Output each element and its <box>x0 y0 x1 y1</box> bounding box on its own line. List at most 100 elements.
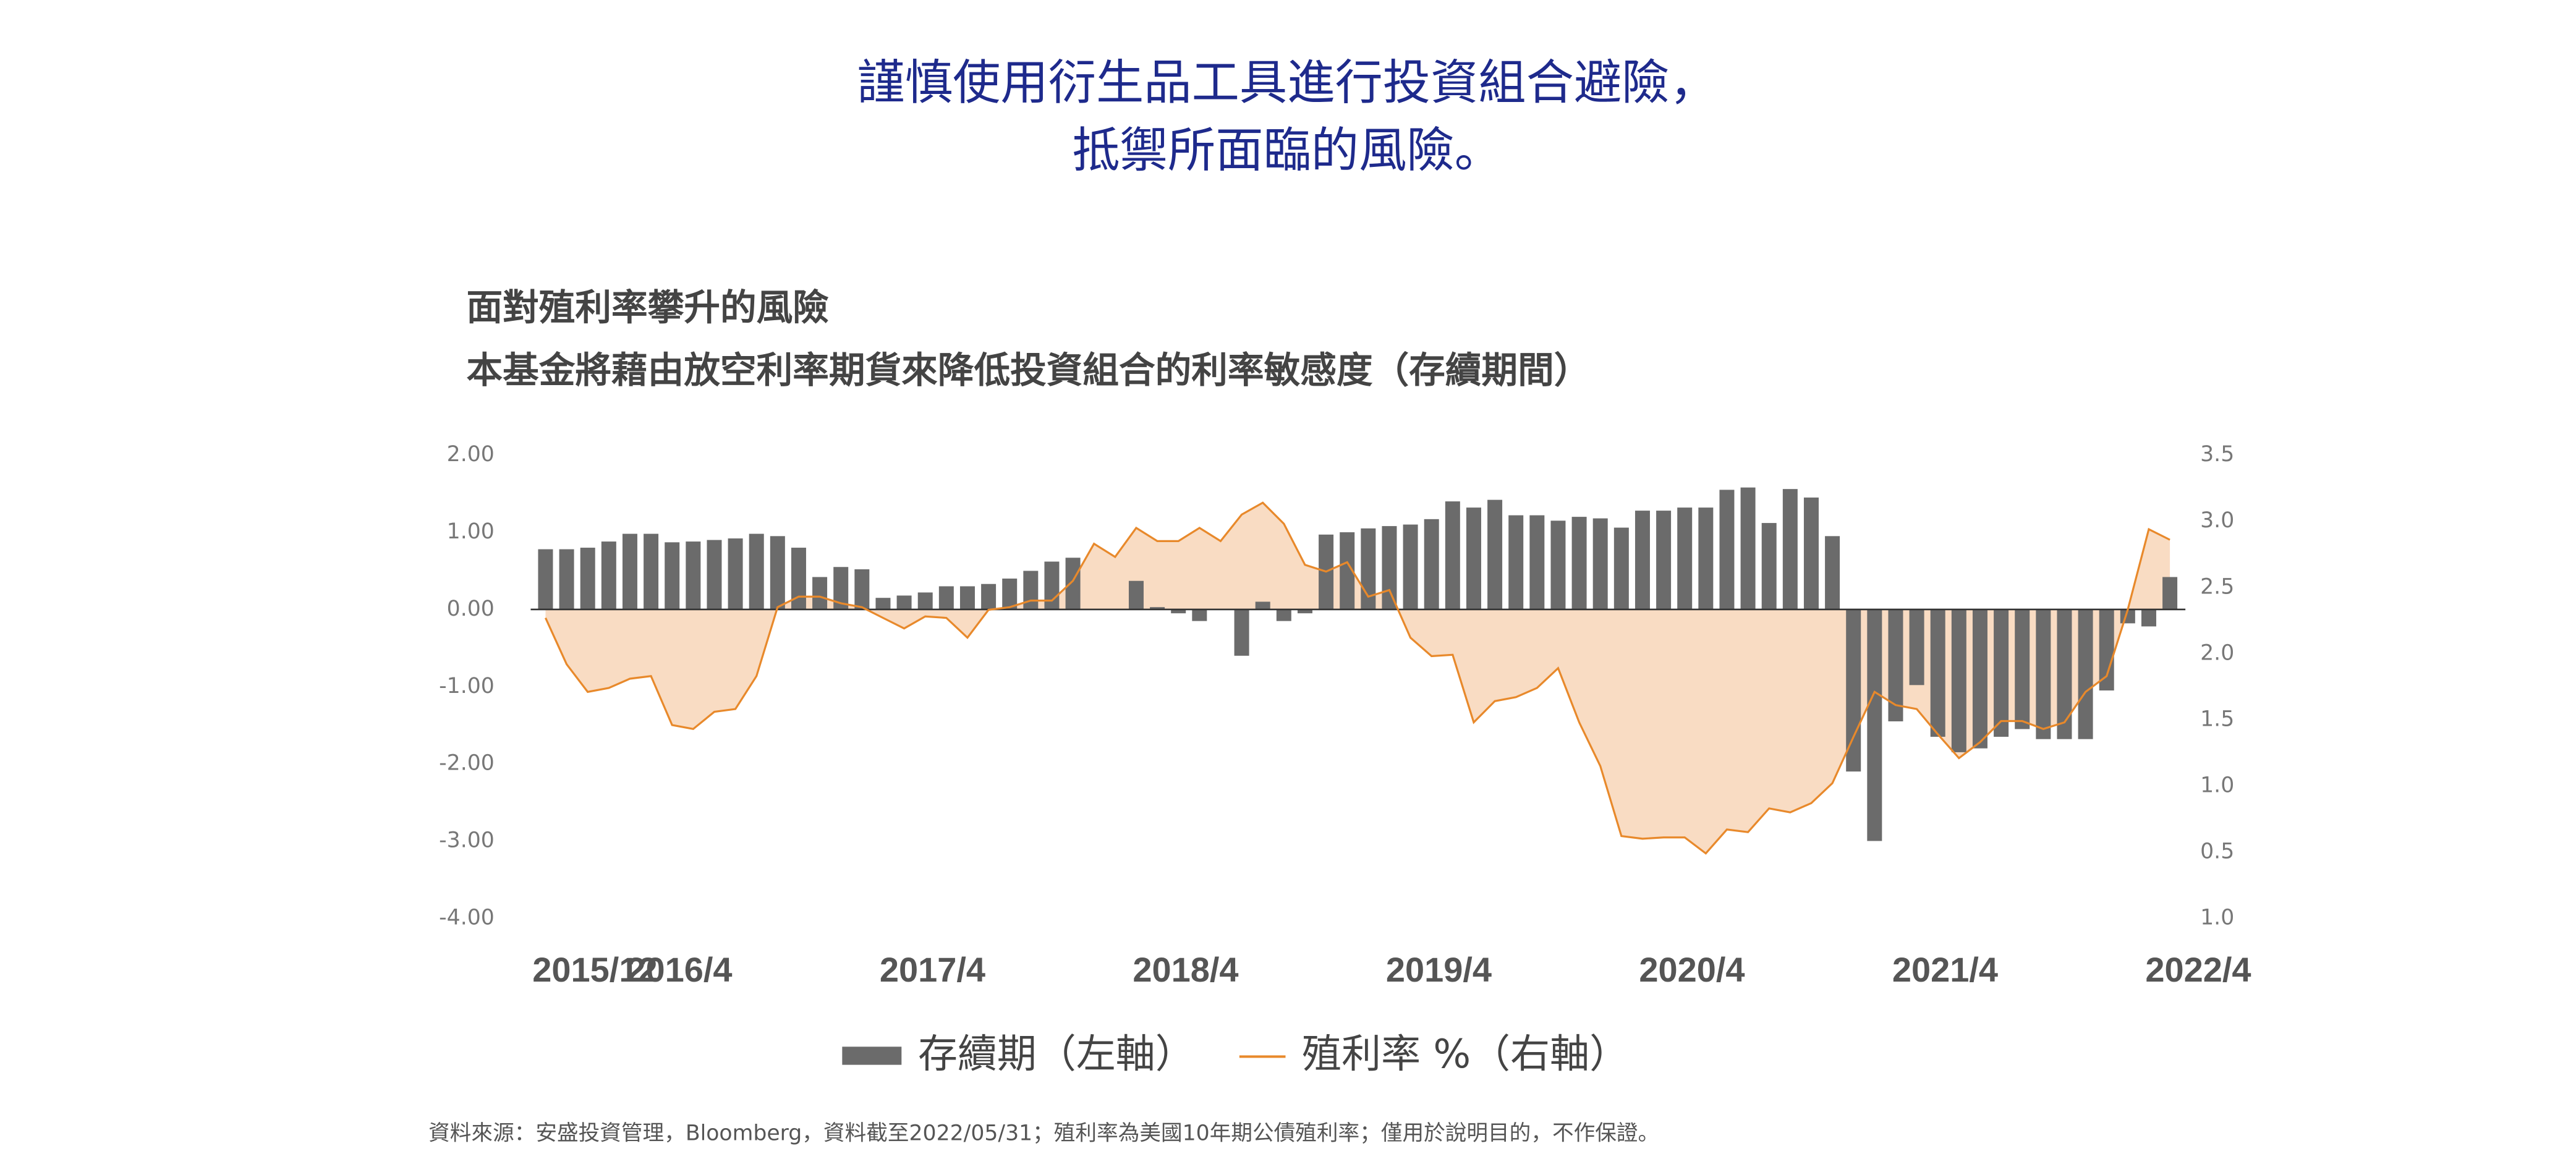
x-tick-label: 2018/4 <box>1133 950 1238 989</box>
bar <box>1909 609 1924 686</box>
bar <box>1403 524 1418 609</box>
y2-tick-label: 2.0 <box>2200 640 2234 665</box>
bar <box>1698 507 1714 609</box>
bar <box>1550 520 1566 609</box>
x-tick-label: 2019/4 <box>1386 950 1492 989</box>
bar <box>1255 601 1270 609</box>
bar <box>2141 609 2156 627</box>
bar <box>2162 577 2178 609</box>
bar <box>1761 523 1777 609</box>
y-tick-label: 2.00 <box>447 442 495 467</box>
bar <box>959 586 975 609</box>
bar <box>1466 507 1481 609</box>
source-note: 資料來源：安盛投資管理，Bloomberg，資料截至2022/05/31；殖利率… <box>428 1121 1659 1146</box>
bar <box>1150 607 1165 609</box>
y2-tick-label: 1.5 <box>2200 707 2234 731</box>
bar <box>1297 609 1312 614</box>
bar <box>896 595 912 609</box>
bar <box>1023 571 1039 609</box>
bar <box>1592 518 1608 609</box>
bar <box>686 541 701 609</box>
bar <box>1930 609 1945 737</box>
bar <box>1529 515 1545 609</box>
bar <box>2078 609 2093 739</box>
bar <box>538 549 553 609</box>
bar <box>728 538 743 609</box>
bar <box>1171 609 1186 614</box>
x-tick-label: 2021/4 <box>1892 950 1998 989</box>
page-title: 謹慎使用衍生品工具進行投資組合避險， <box>857 55 1717 111</box>
x-tick-label: 2022/4 <box>2145 950 2251 989</box>
bar <box>1424 519 1439 609</box>
legend-label: 存續期（左軸） <box>918 1032 1195 1077</box>
bar <box>1487 499 1503 609</box>
chart-subtitle: 面對殖利率攀升的風險 <box>466 287 828 329</box>
bar <box>1951 609 1966 752</box>
bar <box>1340 532 1355 609</box>
bar <box>2099 609 2114 691</box>
page-title: 抵禦所面臨的風險。 <box>1072 122 1502 178</box>
bar <box>1740 487 1756 609</box>
bar <box>791 548 806 609</box>
bar <box>1445 501 1460 609</box>
area <box>545 503 2170 854</box>
bar <box>1719 490 1735 609</box>
bar <box>1867 609 1882 841</box>
bar <box>1888 609 1903 721</box>
bar <box>1634 511 1650 609</box>
x-tick-label: 2015/12 <box>532 950 657 989</box>
bar <box>1044 561 1060 609</box>
bar <box>1192 609 1207 621</box>
y2-tick-label: 0.5 <box>2200 839 2234 864</box>
x-tick-label: 2016/4 <box>626 950 732 989</box>
bar <box>2057 609 2072 739</box>
y2-tick-label: 3.5 <box>2200 442 2234 467</box>
bar <box>1065 558 1081 609</box>
y-tick-label: 1.00 <box>447 519 495 544</box>
bar <box>601 541 616 609</box>
y-tick-label: -4.00 <box>439 905 495 930</box>
y-tick-label: -1.00 <box>439 674 495 698</box>
bar <box>1002 578 1018 609</box>
bar <box>917 592 933 609</box>
y2-tick-label: 1.0 <box>2200 905 2234 930</box>
bar <box>749 533 764 609</box>
bar <box>1994 609 2009 737</box>
bar <box>875 598 891 609</box>
bar <box>770 536 785 609</box>
y2-tick-label: 1.0 <box>2200 773 2234 797</box>
bar <box>1656 511 1672 609</box>
bar <box>707 540 722 609</box>
bar <box>622 533 637 609</box>
legend-swatch <box>842 1046 902 1065</box>
bar <box>1382 526 1397 609</box>
bar <box>2036 609 2051 739</box>
bar <box>1825 536 1840 609</box>
bar <box>938 586 954 609</box>
bar <box>833 567 849 609</box>
bar <box>2015 609 2030 729</box>
bar <box>1782 489 1798 609</box>
bar <box>1613 527 1629 609</box>
x-tick-label: 2020/4 <box>1639 950 1745 989</box>
bar <box>1128 580 1144 609</box>
bar <box>854 569 870 609</box>
y-tick-label: -3.00 <box>439 828 495 853</box>
bar <box>1803 497 1819 609</box>
y-tick-label: -2.00 <box>439 751 495 776</box>
bar <box>812 577 828 609</box>
bar <box>1677 507 1693 609</box>
bar <box>559 549 574 609</box>
bar <box>1276 609 1291 621</box>
line <box>544 501 2170 855</box>
legend-label: 殖利率 %（右軸） <box>1302 1032 1629 1077</box>
y-tick-label: 0.00 <box>447 596 495 621</box>
bar <box>1972 609 1987 749</box>
bar <box>1571 517 1587 609</box>
bar <box>580 548 595 609</box>
bar <box>1234 609 1249 656</box>
bar <box>644 533 659 609</box>
x-tick-label: 2017/4 <box>880 950 985 989</box>
bar <box>981 584 997 609</box>
